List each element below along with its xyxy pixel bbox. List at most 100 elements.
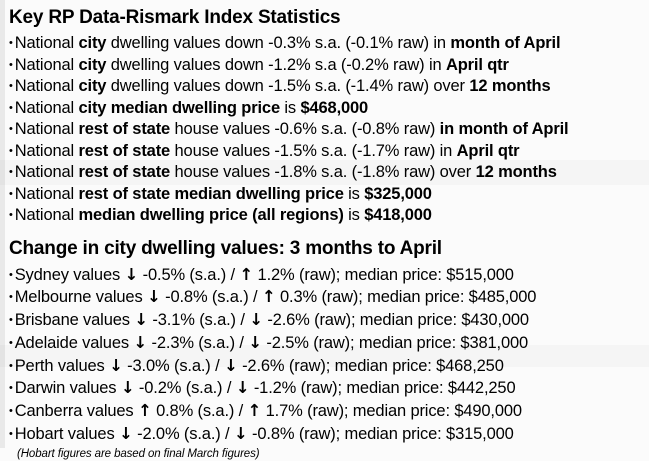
text-segment: rest of state bbox=[78, 141, 171, 160]
text-segment: National bbox=[14, 206, 79, 224]
text-segment: city bbox=[78, 77, 107, 95]
hobart-footnote: (Hobart figures are based on final March… bbox=[17, 447, 260, 460]
text-segment: Brisbane values bbox=[14, 311, 135, 330]
left-edge-strip bbox=[0, 0, 5, 448]
bullet-point: • bbox=[9, 405, 13, 418]
text-segment: -0.2% (s.a.) / bbox=[134, 379, 236, 398]
text-segment: National bbox=[14, 163, 79, 181]
text-segment: $418,000 bbox=[364, 206, 432, 224]
text-segment: 1.7% (raw); median price: $490,000 bbox=[261, 402, 522, 421]
down-arrow-icon: ↓ bbox=[249, 310, 263, 330]
city-changes-list: • Sydney values ↓ -0.5% (s.a.) / ↑ 1.2% (… bbox=[9, 264, 649, 446]
key-stat-line: • National rest of state house values -1.… bbox=[9, 141, 649, 163]
city-change-line: • Hobart values ↓ -2.0% (s.a.) / ↓ -0.8% … bbox=[9, 423, 649, 446]
key-stat-line: • National city dwelling values down -1.2… bbox=[9, 55, 649, 77]
text-segment: 0.3% (raw); median price: $485,000 bbox=[275, 288, 537, 307]
text-segment: house values -1.5% s.a. (-1.7% raw) in bbox=[170, 141, 457, 160]
down-arrow-icon: ↓ bbox=[146, 287, 161, 307]
key-stats-list: • National city dwelling values down -0.3… bbox=[9, 33, 649, 227]
key-stat-line: • National city dwelling values down -1.5… bbox=[9, 76, 649, 98]
bullet-point: • bbox=[9, 359, 13, 372]
text-segment: -2.5% (raw); median price: $381,000 bbox=[261, 333, 529, 352]
text-segment: is bbox=[343, 206, 365, 224]
text-segment: city bbox=[78, 55, 107, 74]
text-segment: city median dwelling price bbox=[78, 98, 280, 117]
text-segment: Melbourne values bbox=[14, 288, 147, 307]
city-change-line: • Sydney values ↓ -0.5% (s.a.) / ↑ 1.2% (… bbox=[9, 264, 649, 287]
text-segment: rest of state bbox=[78, 163, 171, 181]
text-segment: Hobart values bbox=[14, 425, 119, 444]
text-segment: National bbox=[14, 34, 79, 52]
text-segment: 12 months bbox=[469, 77, 551, 95]
bullet-point: • bbox=[9, 428, 13, 441]
text-segment: National bbox=[14, 55, 79, 74]
key-stat-line: • National city dwelling values down -0.3… bbox=[9, 33, 649, 55]
text-segment: -3.0% (s.a.) / bbox=[122, 356, 224, 375]
text-segment: National bbox=[14, 120, 79, 138]
text-segment: 12 months bbox=[475, 163, 557, 181]
text-segment: -2.3% (s.a.) / bbox=[147, 333, 249, 352]
text-segment: 0.8% (s.a.) / bbox=[151, 402, 248, 421]
up-arrow-icon: ↑ bbox=[137, 401, 152, 421]
city-change-line: • Brisbane values ↓ -3.1% (s.a.) / ↓ -2.6… bbox=[9, 309, 649, 332]
text-segment: -0.8% (raw); median price: $315,000 bbox=[247, 425, 514, 444]
city-change-line: • Darwin values ↓ -0.2% (s.a.) / ↓ -1.2% … bbox=[9, 377, 649, 400]
text-segment: dwelling values down -1.2% s.a (-0.2% ra… bbox=[106, 55, 446, 74]
up-arrow-icon: ↑ bbox=[247, 401, 262, 421]
bullet-point: • bbox=[9, 314, 13, 327]
key-stats-title: Key RP Data-Rismark Index Statistics bbox=[9, 7, 341, 28]
text-segment: in month of April bbox=[439, 120, 569, 138]
up-arrow-icon: ↑ bbox=[239, 264, 254, 284]
down-arrow-icon: ↓ bbox=[134, 310, 148, 330]
bullet-point: • bbox=[9, 209, 13, 221]
bullet-point: • bbox=[9, 382, 13, 395]
bullet-point: • bbox=[9, 336, 13, 349]
bullet-point: • bbox=[9, 123, 13, 135]
text-segment: -3.1% (s.a.) / bbox=[147, 311, 250, 330]
city-changes-title: Change in city dwelling values: 3 months… bbox=[9, 237, 442, 259]
text-segment: dwelling values down -1.5% s.a. (-1.4% r… bbox=[106, 77, 470, 95]
text-segment: Darwin values bbox=[14, 379, 121, 398]
text-segment: -0.5% (s.a.) / bbox=[138, 265, 240, 284]
text-segment: April qtr bbox=[456, 141, 520, 160]
text-segment: National bbox=[14, 98, 79, 117]
city-change-line: • Melbourne values ↓ -0.8% (s.a.) / ↑ 0.3… bbox=[9, 286, 649, 309]
text-segment: is bbox=[343, 184, 365, 203]
bullet-point: • bbox=[9, 187, 13, 200]
bullet-point: • bbox=[9, 80, 13, 92]
text-segment: Adelaide values bbox=[14, 333, 134, 352]
text-segment: city bbox=[78, 34, 107, 52]
bullet-point: • bbox=[9, 37, 13, 49]
down-arrow-icon: ↓ bbox=[120, 378, 135, 398]
text-segment: April qtr bbox=[445, 55, 509, 74]
down-arrow-icon: ↓ bbox=[248, 332, 262, 352]
text-segment: -2.6% (raw); median price: $468,250 bbox=[237, 356, 504, 375]
down-arrow-icon: ↓ bbox=[109, 355, 123, 375]
key-stat-line: • National median dwelling price (all reg… bbox=[9, 205, 649, 227]
text-segment: rest of state median dwelling price bbox=[78, 184, 344, 203]
text-segment: is bbox=[279, 98, 301, 117]
down-arrow-icon: ↓ bbox=[133, 332, 148, 352]
text-segment: National bbox=[14, 184, 79, 203]
text-segment: Perth values bbox=[14, 356, 110, 375]
text-segment: $468,000 bbox=[300, 98, 369, 117]
key-stat-line: • National rest of state median dwelling … bbox=[9, 184, 649, 206]
text-segment: rest of state bbox=[78, 120, 171, 138]
bullet-point: • bbox=[9, 291, 13, 304]
down-arrow-icon: ↓ bbox=[233, 424, 248, 444]
bullet-point: • bbox=[9, 166, 13, 178]
down-arrow-icon: ↓ bbox=[124, 264, 139, 284]
text-segment: -2.0% (s.a.) / bbox=[132, 425, 234, 444]
bullet-point: • bbox=[9, 101, 13, 114]
text-segment: dwelling values down -0.3% s.a. (-0.1% r… bbox=[106, 34, 451, 52]
text-segment: National bbox=[14, 141, 79, 160]
key-stat-line: • National rest of state house values -0.… bbox=[9, 119, 649, 141]
text-segment: -2.6% (raw); median price: $430,000 bbox=[262, 311, 529, 330]
text-segment: $325,000 bbox=[364, 184, 432, 203]
down-arrow-icon: ↓ bbox=[235, 378, 250, 398]
text-segment: month of April bbox=[450, 34, 561, 52]
text-segment: house values -1.8% s.a. (-1.8% raw) over bbox=[170, 163, 476, 181]
key-stat-line: • National city median dwelling price is … bbox=[9, 98, 649, 120]
city-change-line: • Adelaide values ↓ -2.3% (s.a.) / ↓ -2.5… bbox=[9, 332, 649, 355]
